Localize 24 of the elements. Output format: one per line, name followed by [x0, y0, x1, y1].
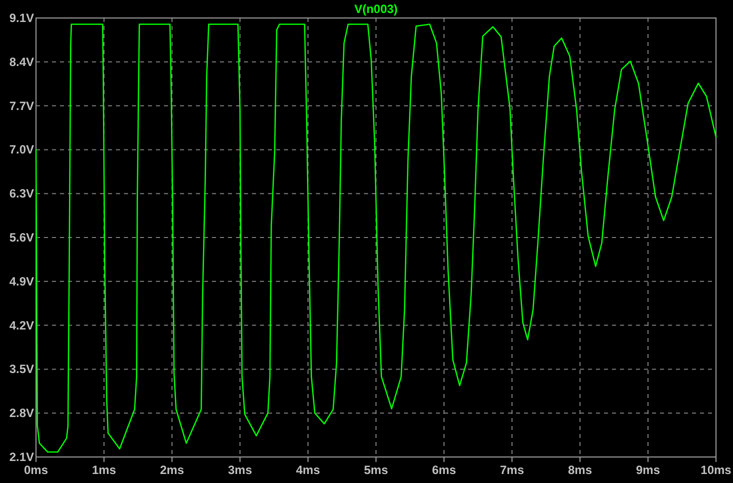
- y-tick-label: 3.5V: [9, 362, 34, 376]
- y-tick-label: 7.7V: [9, 98, 34, 113]
- x-tick-label: 0ms: [24, 463, 48, 477]
- y-tick-label: 2.8V: [9, 406, 34, 420]
- x-tick-label: 10ms: [700, 463, 732, 477]
- y-tick-label: 9.1V: [9, 11, 34, 25]
- series-label: V(n003): [354, 2, 398, 16]
- y-tick-label: 8.4V: [9, 54, 34, 69]
- y-tick-label: 7.0V: [9, 142, 34, 157]
- y-tick-label: 4.9V: [9, 274, 34, 288]
- x-tick-label: 1ms: [92, 463, 116, 477]
- x-tick-label: 4ms: [296, 463, 320, 477]
- y-tick-label: 4.2V: [9, 318, 34, 332]
- x-tick-label: 9ms: [636, 463, 660, 477]
- x-tick-label: 5ms: [364, 463, 388, 477]
- y-tick-label: 2.1V: [9, 450, 34, 464]
- x-tick-label: 6ms: [432, 463, 456, 477]
- x-tick-label: 7ms: [500, 463, 524, 477]
- y-tick-label: 6.3V: [9, 186, 34, 201]
- line-series: [35, 24, 717, 453]
- x-tick-label: 3ms: [228, 463, 252, 477]
- x-tick-label: 8ms: [568, 463, 592, 477]
- x-tick-label: 2ms: [160, 463, 184, 477]
- y-tick-label: 5.6V: [9, 230, 34, 244]
